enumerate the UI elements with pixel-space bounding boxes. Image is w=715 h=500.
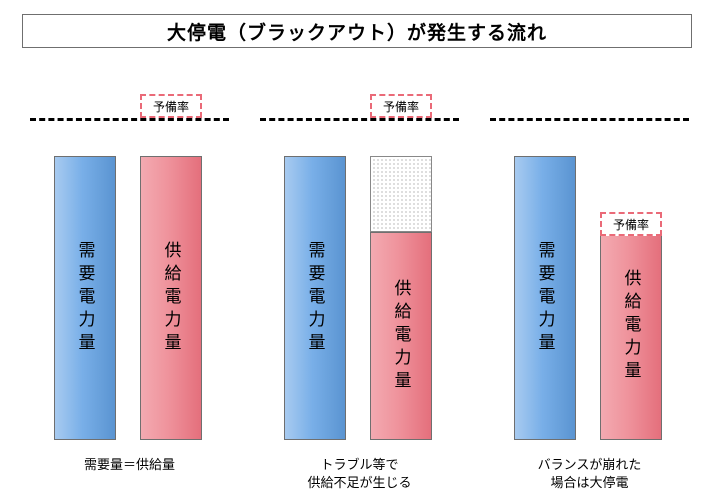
supply-bar-label: 供給電力量 [159, 241, 184, 356]
demand-bar: 需要電力量 [284, 156, 346, 440]
baseline-dashed [260, 118, 459, 121]
supply-bar: 供給電力量 [600, 212, 662, 440]
reserve-label: 予備率 [600, 212, 662, 236]
baseline-dashed [30, 118, 229, 121]
demand-bar-label: 需要電力量 [533, 241, 558, 356]
reserve-label: 予備率 [140, 94, 202, 118]
page-title: 大停電（ブラックアウト）が発生する流れ [167, 18, 547, 45]
baseline-dashed [490, 118, 689, 121]
panel-3: 需要電力量 供給電力量 予備率 [482, 80, 697, 440]
panel-caption-1: 需要量＝供給量 [22, 456, 237, 474]
supply-shortfall-dotted [370, 156, 432, 232]
supply-bar-label: 供給電力量 [619, 269, 644, 384]
panel-1: 需要電力量 供給電力量 予備率 [22, 80, 237, 440]
panel-caption-3: バランスが崩れた場合は大停電 [482, 456, 697, 491]
demand-bar-label: 需要電力量 [73, 241, 98, 356]
title-box: 大停電（ブラックアウト）が発生する流れ [22, 14, 692, 48]
demand-bar: 需要電力量 [514, 156, 576, 440]
supply-bar-label: 供給電力量 [389, 279, 414, 394]
panel-2: 需要電力量 供給電力量 予備率 [252, 80, 467, 440]
demand-bar: 需要電力量 [54, 156, 116, 440]
reserve-label: 予備率 [370, 94, 432, 118]
panel-caption-2: トラブル等で供給不足が生じる [252, 456, 467, 491]
supply-bar: 供給電力量 [140, 156, 202, 440]
supply-bar: 供給電力量 [370, 232, 432, 440]
demand-bar-label: 需要電力量 [303, 241, 328, 356]
